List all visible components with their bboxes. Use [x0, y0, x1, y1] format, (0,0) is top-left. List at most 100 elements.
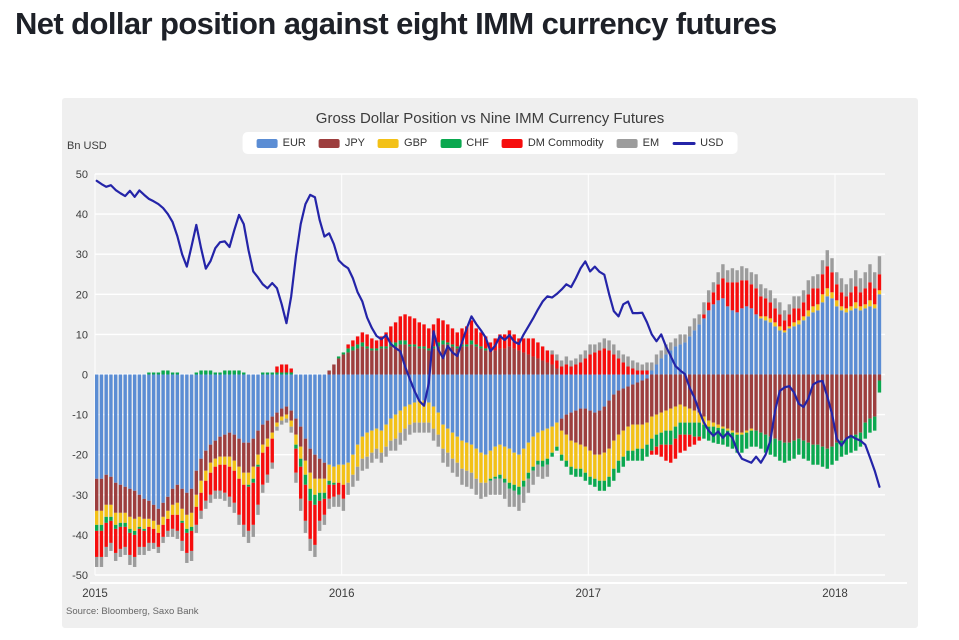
bar-segment-jpy [232, 434, 236, 461]
bar-segment-em [422, 422, 426, 433]
bar-segment-dm-commodity [156, 532, 161, 547]
bar-segment-jpy [816, 374, 820, 445]
bar-segment-gbp [156, 524, 161, 533]
bar-segment-gbp [275, 422, 279, 427]
bar-segment-eur [669, 350, 673, 375]
bar-segment-dm-commodity [213, 466, 217, 491]
bar-segment-chf [346, 348, 350, 353]
bar-segment-gbp [465, 442, 469, 471]
bar-segment-em [854, 270, 858, 287]
bar-segment-jpy [588, 410, 592, 451]
bar-segment-dm-commodity [175, 514, 180, 531]
bar-segment-eur [787, 328, 792, 375]
bar-segment-dm-commodity [289, 368, 293, 373]
bar-segment-chf [531, 466, 535, 471]
bar-segment-em [849, 278, 853, 293]
bar-segment-jpy [502, 348, 507, 375]
bar-segment-jpy [346, 352, 350, 375]
bar-segment-gbp [835, 300, 839, 307]
bar-segment-gbp [550, 426, 554, 453]
bar-segment-jpy [564, 414, 569, 435]
legend-item-jpy[interactable]: JPY [318, 137, 365, 149]
bar-segment-eur [740, 308, 744, 375]
legend-item-chf[interactable]: CHF [440, 137, 489, 149]
y-tick-label: 50 [76, 169, 88, 181]
bar-segment-dm-commodity [858, 292, 863, 307]
bar-segment-eur [113, 374, 118, 483]
bar-segment-chf [564, 460, 569, 467]
bar-segment-eur [189, 374, 194, 489]
legend-item-eur[interactable]: EUR [256, 137, 306, 149]
bar-segment-em [384, 446, 388, 457]
bar-segment-em [498, 478, 502, 495]
bar-segment-eur [621, 374, 625, 389]
bar-segment-em [621, 354, 625, 363]
bar-segment-jpy [194, 470, 199, 495]
bar-segment-em [540, 466, 545, 479]
bar-segment-gbp [147, 518, 151, 527]
bar-segment-em [517, 494, 521, 511]
legend-label: CHF [466, 137, 489, 149]
bar-segment-eur [531, 374, 535, 437]
bar-segment-em [261, 484, 265, 493]
bar-segment-chf [787, 442, 792, 461]
bar-segment-dm-commodity [498, 334, 502, 349]
bar-segment-jpy [873, 374, 877, 417]
bar-segment-jpy [683, 374, 687, 407]
legend-item-usd[interactable]: USD [672, 137, 723, 149]
bar-segment-eur [507, 374, 512, 449]
bar-segment-gbp [683, 406, 687, 423]
bar-segment-dm-commodity [474, 328, 478, 345]
legend-swatch-em [616, 138, 638, 148]
bar-segment-gbp [645, 422, 649, 445]
bar-segment-gbp [142, 518, 146, 529]
bar-segment-em [873, 272, 877, 289]
bar-segment-eur [877, 294, 882, 375]
bar-segment-jpy [427, 350, 431, 375]
bar-segment-em [123, 546, 127, 555]
bar-segment-chf [313, 494, 317, 505]
bar-segment-dm-commodity [280, 364, 284, 373]
bar-segment-eur [398, 374, 403, 411]
bar-segment-em [688, 326, 692, 337]
legend-item-dm-commodity[interactable]: DM Commodity [501, 137, 604, 149]
bar-segment-jpy [531, 356, 535, 375]
bar-segment-dm-commodity [488, 342, 493, 353]
bar-segment-dm-commodity [801, 302, 806, 317]
bar-segment-dm-commodity [237, 478, 241, 515]
bar-segment-gbp [417, 400, 421, 423]
legend-item-em[interactable]: EM [616, 137, 659, 149]
bar-segment-chf [631, 450, 635, 461]
bar-segment-em [526, 478, 531, 493]
bar-segment-em [801, 290, 806, 303]
bar-segment-chf [398, 340, 403, 345]
bar-segment-eur [251, 374, 255, 439]
bar-segment-gbp [688, 408, 692, 423]
bar-segment-em [858, 278, 863, 293]
legend-item-gbp[interactable]: GBP [378, 137, 427, 149]
bar-segment-dm-commodity [185, 532, 189, 553]
bar-segment-chf [99, 524, 104, 531]
bar-segment-gbp [583, 446, 588, 473]
bar-segment-em [147, 542, 151, 551]
bar-segment-jpy [199, 458, 203, 481]
bar-segment-dm-commodity [265, 446, 270, 475]
bar-segment-em [95, 556, 99, 567]
bar-segment-chf [479, 346, 483, 349]
bar-segment-dm-commodity [218, 464, 222, 491]
legend-label: GBP [404, 137, 428, 149]
bar-segment-jpy [104, 474, 108, 505]
bar-segment-gbp [408, 404, 412, 425]
bar-segment-chf [621, 456, 625, 467]
bar-segment-em [185, 552, 189, 563]
bar-segment-eur [555, 374, 559, 423]
bar-segment-gbp [540, 430, 545, 461]
bar-segment-dm-commodity [365, 334, 369, 347]
bar-segment-eur [858, 310, 863, 375]
bar-segment-eur [95, 374, 99, 479]
bar-segment-chf [844, 438, 848, 455]
bar-segment-em [379, 452, 384, 463]
bar-segment-jpy [280, 408, 284, 417]
bar-segment-gbp [227, 456, 232, 467]
bar-segment-eur [132, 374, 137, 491]
